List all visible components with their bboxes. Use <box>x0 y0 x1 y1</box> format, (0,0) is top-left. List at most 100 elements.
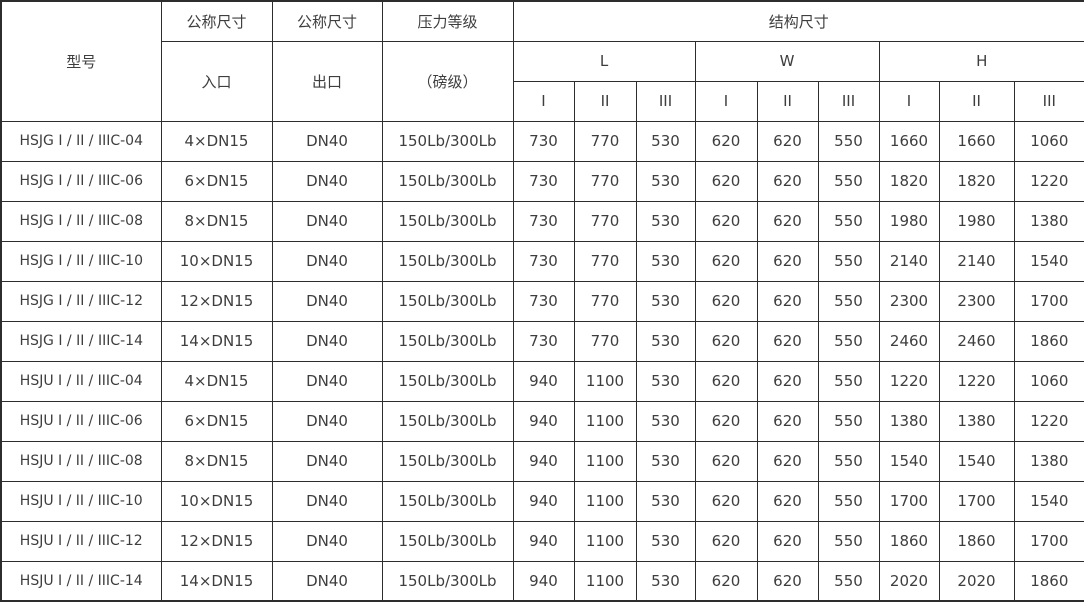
header-group-l: L <box>512 40 696 82</box>
value-cell: 1100 <box>573 560 637 602</box>
value-cell: 150Lb/300Lb <box>381 520 514 562</box>
header-model: 型号 <box>0 0 162 122</box>
value-cell: 150Lb/300Lb <box>381 280 514 322</box>
model-cell: HSJG I / II / IIIC-10 <box>0 240 162 282</box>
value-cell: 12×DN15 <box>160 280 273 322</box>
value-cell: 1540 <box>1013 240 1084 282</box>
table-row: HSJU I / II / IIIC-04 4×DN15 DN40 150Lb/300… <box>0 360 1084 402</box>
value-cell: 620 <box>694 520 758 562</box>
value-cell: 620 <box>694 120 758 162</box>
value-cell: 620 <box>694 560 758 602</box>
value-cell: 14×DN15 <box>160 560 273 602</box>
value-cell: 1220 <box>1013 160 1084 202</box>
value-cell: 530 <box>635 320 696 362</box>
value-cell: 730 <box>512 200 575 242</box>
value-cell: 1100 <box>573 520 637 562</box>
value-cell: 6×DN15 <box>160 400 273 442</box>
value-cell: 620 <box>756 240 819 282</box>
value-cell: 1860 <box>878 520 940 562</box>
table-row: HSJU I / II / IIIC-06 6×DN15 DN40 150Lb/300… <box>0 400 1084 442</box>
value-cell: DN40 <box>271 240 383 282</box>
value-cell: 2140 <box>878 240 940 282</box>
value-cell: 1980 <box>878 200 940 242</box>
value-cell: 620 <box>756 360 819 402</box>
value-cell: 2140 <box>938 240 1015 282</box>
value-cell: 620 <box>694 200 758 242</box>
header-subcol-w-3: III <box>817 80 880 122</box>
value-cell: 620 <box>756 120 819 162</box>
model-cell: HSJG I / II / IIIC-12 <box>0 280 162 322</box>
value-cell: 550 <box>817 120 880 162</box>
value-cell: 550 <box>817 480 880 522</box>
value-cell: 940 <box>512 360 575 402</box>
value-cell: 1860 <box>1013 560 1084 602</box>
value-cell: 550 <box>817 160 880 202</box>
value-cell: 940 <box>512 560 575 602</box>
value-cell: 730 <box>512 160 575 202</box>
value-cell: 150Lb/300Lb <box>381 200 514 242</box>
value-cell: 550 <box>817 560 880 602</box>
header-subcol-l-2: II <box>573 80 637 122</box>
header-group-h: H <box>878 40 1084 82</box>
value-cell: 530 <box>635 520 696 562</box>
value-cell: 620 <box>694 480 758 522</box>
table-row: HSJG I / II / IIIC-06 6×DN15 DN40 150Lb/300… <box>0 160 1084 202</box>
value-cell: 1700 <box>1013 280 1084 322</box>
spec-table-body: HSJG I / II / IIIC-04 4×DN15 DN40 150Lb/300… <box>0 120 1084 602</box>
value-cell: 940 <box>512 520 575 562</box>
value-cell: 550 <box>817 520 880 562</box>
value-cell: 150Lb/300Lb <box>381 400 514 442</box>
model-cell: HSJG I / II / IIIC-04 <box>0 120 162 162</box>
header-subcol-l-3: III <box>635 80 696 122</box>
header-structure-size: 结构尺寸 <box>512 0 1084 42</box>
value-cell: DN40 <box>271 160 383 202</box>
value-cell: 530 <box>635 120 696 162</box>
header-pound-class: （磅级） <box>381 40 514 122</box>
value-cell: 1380 <box>1013 200 1084 242</box>
value-cell: 8×DN15 <box>160 200 273 242</box>
value-cell: 620 <box>694 240 758 282</box>
value-cell: 2300 <box>938 280 1015 322</box>
value-cell: 770 <box>573 320 637 362</box>
value-cell: 620 <box>756 560 819 602</box>
value-cell: 530 <box>635 160 696 202</box>
value-cell: 1700 <box>1013 520 1084 562</box>
table-row: HSJG I / II / IIIC-10 10×DN15 DN40 150Lb/30… <box>0 240 1084 282</box>
value-cell: 550 <box>817 200 880 242</box>
model-cell: HSJU I / II / IIIC-14 <box>0 560 162 602</box>
value-cell: 730 <box>512 320 575 362</box>
value-cell: 550 <box>817 400 880 442</box>
value-cell: DN40 <box>271 280 383 322</box>
value-cell: 1860 <box>1013 320 1084 362</box>
value-cell: 770 <box>573 160 637 202</box>
header-outlet: 出口 <box>271 40 383 122</box>
value-cell: 1700 <box>938 480 1015 522</box>
value-cell: 2460 <box>938 320 1015 362</box>
value-cell: 8×DN15 <box>160 440 273 482</box>
value-cell: DN40 <box>271 320 383 362</box>
table-row: HSJG I / II / IIIC-08 8×DN15 DN40 150Lb/300… <box>0 200 1084 242</box>
value-cell: 620 <box>756 400 819 442</box>
table-row: HSJG I / II / IIIC-12 12×DN15 DN40 150Lb/30… <box>0 280 1084 322</box>
value-cell: 620 <box>756 320 819 362</box>
value-cell: 730 <box>512 240 575 282</box>
value-cell: 550 <box>817 320 880 362</box>
value-cell: 550 <box>817 240 880 282</box>
table-row: HSJU I / II / IIIC-14 14×DN15 DN40 150Lb/30… <box>0 560 1084 602</box>
value-cell: 770 <box>573 280 637 322</box>
value-cell: 1060 <box>1013 360 1084 402</box>
value-cell: 530 <box>635 360 696 402</box>
value-cell: 530 <box>635 280 696 322</box>
value-cell: 940 <box>512 480 575 522</box>
value-cell: 530 <box>635 240 696 282</box>
value-cell: 1540 <box>938 440 1015 482</box>
value-cell: 150Lb/300Lb <box>381 480 514 522</box>
value-cell: 620 <box>694 280 758 322</box>
value-cell: 1100 <box>573 440 637 482</box>
value-cell: 620 <box>694 360 758 402</box>
value-cell: 620 <box>756 440 819 482</box>
value-cell: 1540 <box>878 440 940 482</box>
model-cell: HSJU I / II / IIIC-08 <box>0 440 162 482</box>
value-cell: 4×DN15 <box>160 120 273 162</box>
